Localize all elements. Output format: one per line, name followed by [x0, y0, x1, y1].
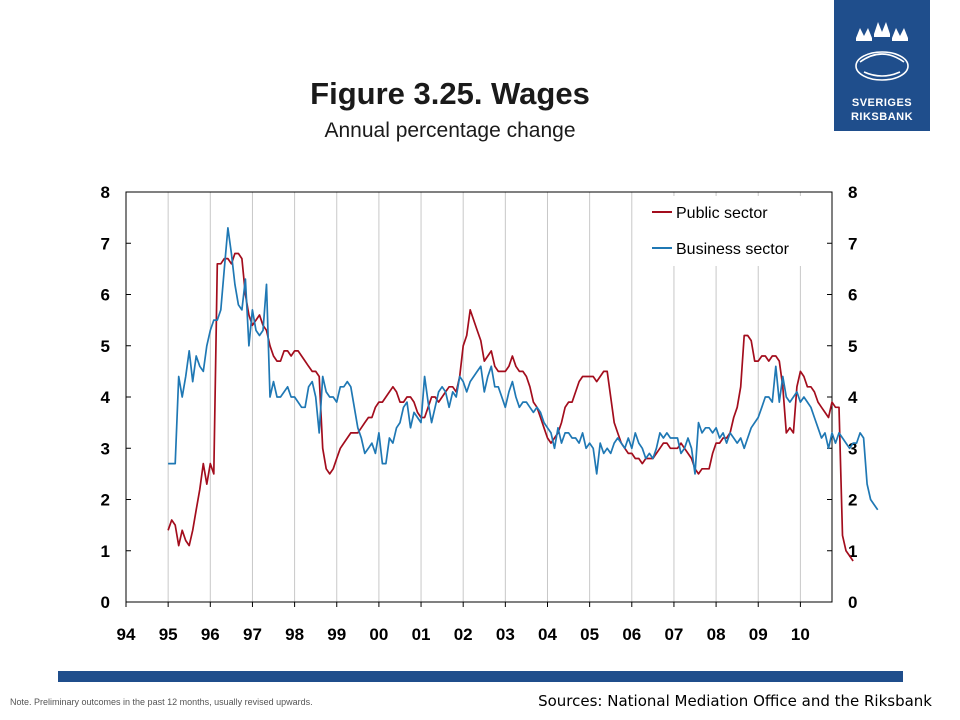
- y-tick-label-right: 1: [848, 542, 857, 561]
- series-line-business-sector: [168, 227, 879, 511]
- x-tick-label: 98: [285, 625, 304, 644]
- chart-subtitle: Annual percentage change: [324, 119, 576, 142]
- y-tick-label-left: 6: [101, 286, 110, 305]
- y-tick-label-right: 3: [848, 439, 857, 458]
- x-tick-label: 07: [664, 625, 683, 644]
- riksbank-logo: SVERIGES RIKSBANK: [834, 0, 930, 131]
- y-tick-label-left: 8: [101, 183, 110, 202]
- axis-ticks: [125, 191, 832, 607]
- x-tick-label: 99: [327, 625, 346, 644]
- x-tick-label: 09: [749, 625, 768, 644]
- x-tick-label: 08: [707, 625, 726, 644]
- y-tick-label-left: 0: [101, 593, 110, 612]
- logo-line-2: RIKSBANK: [850, 111, 914, 123]
- x-tick-label: 03: [496, 625, 515, 644]
- y-tick-label-right: 7: [848, 234, 857, 253]
- footnote: Note. Preliminary outcomes in the past 1…: [10, 697, 313, 707]
- legend-label: Public sector: [676, 205, 768, 222]
- x-tick-label: 04: [538, 625, 557, 644]
- x-tick-label: 01: [412, 625, 431, 644]
- x-tick-label: 05: [580, 625, 599, 644]
- y-tick-label-right: 6: [848, 286, 857, 305]
- x-tick-label: 97: [243, 625, 262, 644]
- riksbank-crown-emblem-icon: [855, 22, 909, 81]
- axis-tick-labels: 94 95 96 97 98 99 00 01 02 03 04 05 06 07 08 09 10012345…: [101, 183, 858, 644]
- x-tick-label: 06: [622, 625, 641, 644]
- legend-label: Business sector: [676, 241, 790, 258]
- series-lines: [167, 227, 879, 562]
- chart-title: Figure 3.25. Wages: [310, 76, 590, 111]
- y-tick-label-right: 5: [848, 337, 857, 356]
- y-tick-label-right: 0: [848, 593, 857, 612]
- y-tick-label-right: 4: [848, 388, 858, 407]
- footer-divider-bar: [58, 671, 903, 682]
- logo-line-1: SVERIGES: [851, 97, 913, 109]
- x-tick-label: 02: [454, 625, 473, 644]
- y-tick-label-right: 2: [848, 491, 857, 510]
- legend-background: [640, 196, 816, 266]
- x-tick-label: 00: [369, 625, 388, 644]
- y-tick-label-left: 3: [101, 439, 110, 458]
- y-tick-label-left: 5: [101, 337, 110, 356]
- sources-text: Sources: National Mediation Office and t…: [538, 692, 932, 710]
- x-tick-label: 10: [791, 625, 810, 644]
- legend: Public sector Business sector: [640, 196, 816, 266]
- x-tick-label: 96: [201, 625, 220, 644]
- x-tick-label: 94: [117, 625, 136, 644]
- y-tick-label-left: 2: [101, 491, 110, 510]
- x-tick-label: 95: [159, 625, 178, 644]
- y-tick-label-left: 1: [101, 542, 110, 561]
- y-tick-label-right: 8: [848, 183, 857, 202]
- series-line-public-sector: [167, 252, 854, 562]
- y-tick-label-left: 4: [101, 388, 111, 407]
- y-tick-label-left: 7: [101, 234, 110, 253]
